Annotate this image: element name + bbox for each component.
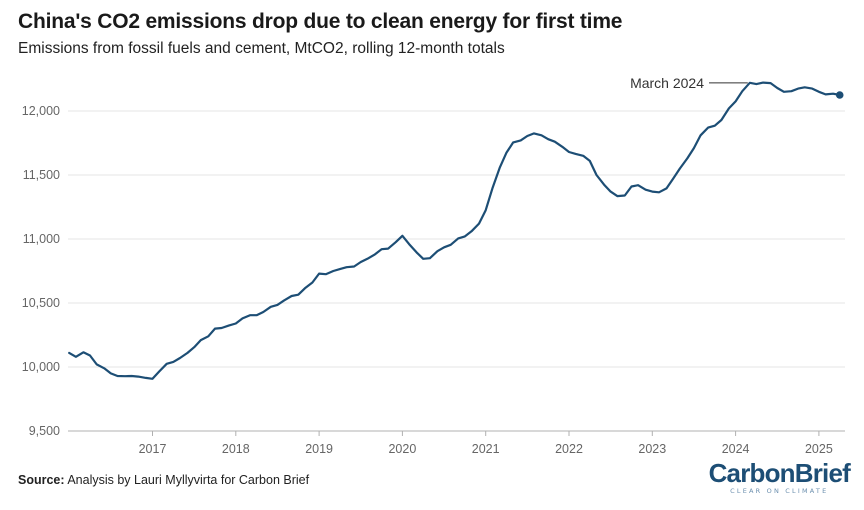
y-tick-label: 12,000 bbox=[22, 104, 60, 118]
chart-title: China's CO2 emissions drop due to clean … bbox=[18, 10, 623, 33]
x-tick-label: 2018 bbox=[222, 442, 250, 456]
x-tick-label: 2019 bbox=[305, 442, 333, 456]
source-label: Source: bbox=[18, 473, 65, 487]
x-tick-label: 2023 bbox=[638, 442, 666, 456]
y-axis-ticks: 9,500 10,000 10,500 11,000 11,500 12,000 bbox=[22, 104, 60, 438]
x-tick-label: 2017 bbox=[139, 442, 167, 456]
y-tick-label: 10,000 bbox=[22, 360, 60, 374]
logo-tagline: CLEAR ON CLIMATE bbox=[730, 487, 829, 495]
y-tick-label: 9,500 bbox=[29, 424, 60, 438]
x-tick-label: 2021 bbox=[472, 442, 500, 456]
x-axis-ticks: 2017 2018 2019 2020 2021 2022 2023 2024 2025 bbox=[139, 431, 833, 456]
x-tick-label: 2024 bbox=[722, 442, 750, 456]
carbon-brief-logo: CarbonBrief CLEAR ON CLIMATE bbox=[708, 458, 851, 496]
latest-data-point bbox=[835, 91, 844, 99]
source-note: Source: Analysis by Lauri Myllyvirta for… bbox=[18, 473, 309, 487]
y-tick-label: 10,500 bbox=[22, 296, 60, 310]
chart-subtitle: Emissions from fossil fuels and cement, … bbox=[18, 40, 505, 57]
logo-wordmark: CarbonBrief bbox=[708, 458, 851, 488]
x-tick-label: 2025 bbox=[805, 442, 833, 456]
y-tick-label: 11,000 bbox=[23, 232, 60, 246]
x-tick-label: 2020 bbox=[388, 442, 416, 456]
source-text: Analysis by Lauri Myllyvirta for Carbon … bbox=[64, 473, 310, 487]
y-tick-label: 11,500 bbox=[23, 168, 60, 182]
emissions-series-line bbox=[68, 81, 841, 380]
x-tick-label: 2022 bbox=[555, 442, 583, 456]
annotation-march-2024: March 2024 bbox=[630, 75, 704, 91]
